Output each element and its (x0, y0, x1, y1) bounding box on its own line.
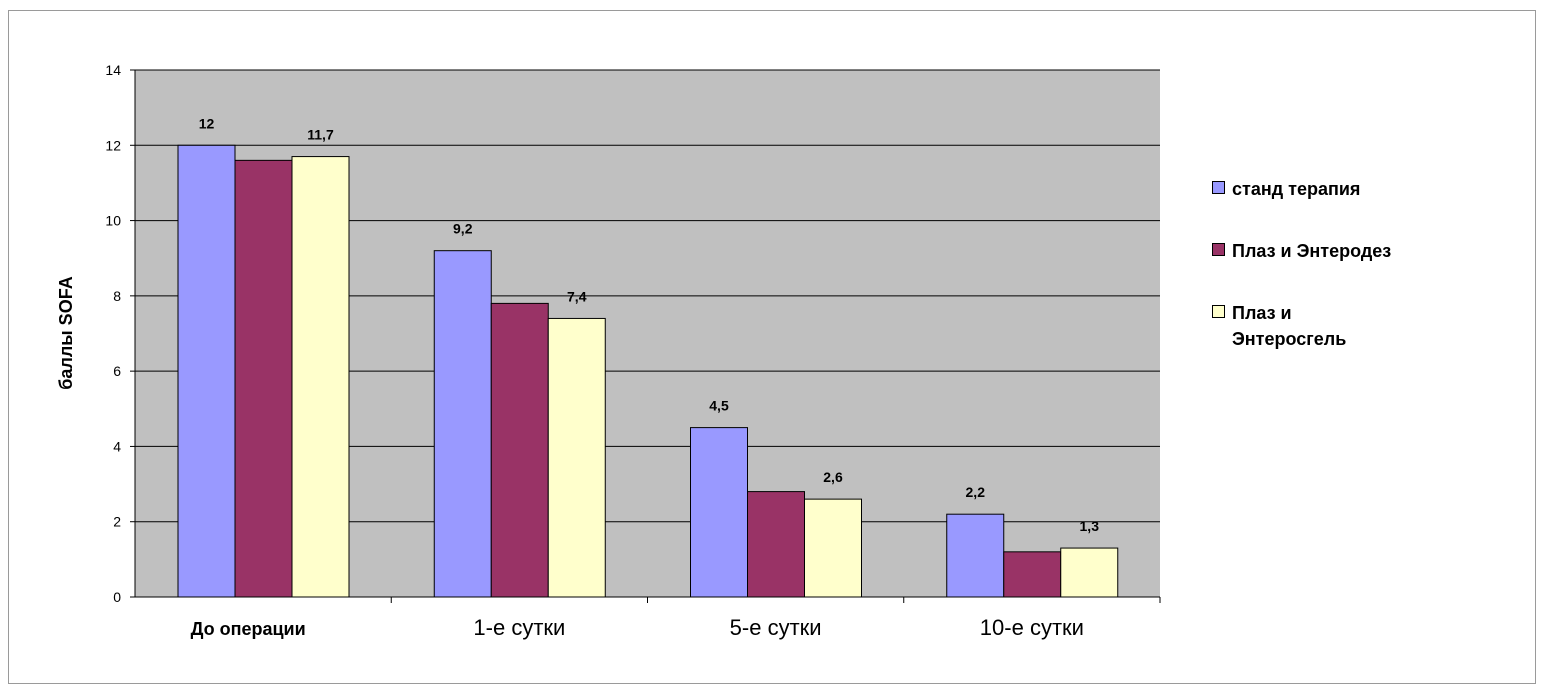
data-label: 1,3 (1080, 518, 1100, 534)
legend-item: Плаз и Энтеросгель (1212, 300, 1432, 352)
data-label: 4,5 (709, 398, 729, 414)
legend-label: Плаз и Энтеродез (1232, 241, 1392, 261)
bar (433, 250, 492, 598)
y-tick-label: 10 (105, 213, 121, 229)
x-tick-label: 1-е сутки (473, 615, 565, 640)
x-tick-label: 5-е сутки (730, 615, 822, 640)
bar (547, 317, 606, 598)
data-label: 7,4 (567, 288, 587, 304)
legend-item: Плаз и Энтеродез (1212, 238, 1432, 264)
y-tick-label: 6 (113, 363, 121, 379)
bar (1003, 551, 1062, 598)
legend-label: станд терапия (1232, 179, 1361, 199)
bar (234, 159, 293, 598)
x-tick-label: До операции (191, 619, 306, 639)
x-tick-label: 10-е сутки (980, 615, 1084, 640)
data-label: 2,2 (966, 484, 986, 500)
y-tick-label: 14 (105, 62, 121, 78)
legend: станд терапия Плаз и Энтеродез Плаз и Эн… (1212, 176, 1432, 388)
bar (747, 491, 805, 598)
bar (291, 156, 350, 598)
bar (946, 513, 1005, 598)
y-tick-label: 4 (113, 438, 121, 454)
y-tick-label: 2 (113, 514, 121, 530)
chart-frame (8, 10, 1536, 684)
y-tick-label: 8 (113, 288, 121, 304)
y-tick-label: 12 (105, 137, 121, 153)
bar (1060, 547, 1119, 598)
data-label: 2,6 (823, 469, 843, 485)
data-label: 11,7 (307, 127, 334, 143)
y-tick-label: 0 (113, 589, 121, 605)
bar (690, 427, 748, 598)
legend-swatch (1212, 305, 1225, 318)
bar (804, 498, 862, 598)
legend-swatch (1212, 181, 1225, 194)
y-axis-label: баллы SOFA (56, 276, 76, 389)
bar (490, 302, 549, 598)
data-label: 12 (199, 115, 215, 131)
legend-label: Плаз и Энтеросгель (1232, 303, 1347, 349)
legend-item: станд терапия (1212, 176, 1432, 202)
data-label: 9,2 (453, 221, 473, 237)
bar (177, 144, 236, 598)
legend-swatch (1212, 243, 1225, 256)
